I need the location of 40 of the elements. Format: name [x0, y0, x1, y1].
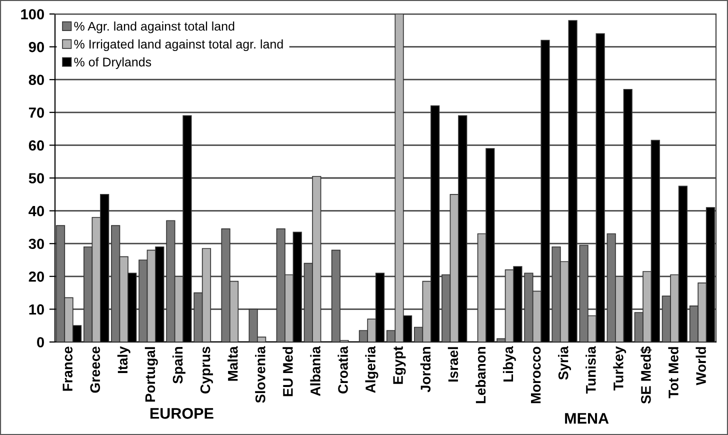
text: EUROPE — [150, 408, 214, 419]
y-tick-label: 30 — [28, 238, 44, 250]
x-tick-label: Syria — [558, 346, 571, 380]
x-tick-label: Tunisia — [586, 346, 596, 394]
legend-label: % of Drylands — [74, 57, 152, 69]
x-tick-label: EU Med — [282, 347, 293, 396]
x-tick-label: Malta — [228, 346, 238, 381]
x-tick-label: Israel — [448, 347, 458, 382]
x-tick-label: Tot Med — [668, 347, 678, 398]
y-tick-label: 70 — [28, 108, 44, 118]
y-tick-label: 40 — [28, 206, 44, 216]
x-tick-label: Cyprus — [200, 346, 213, 394]
x-tick-label: Lebanon — [475, 347, 486, 404]
y-tick-label: 10 — [29, 304, 44, 315]
y-tick-label: 0 — [37, 337, 44, 348]
x-tick-label: Portugal — [144, 347, 158, 402]
x-tick-label: Italy — [117, 346, 130, 374]
legend-label: % Agr. land against total land — [74, 22, 234, 34]
x-tick-label: Spain — [172, 347, 186, 384]
text: MENA — [565, 413, 609, 424]
x-tick-label: Algeria — [365, 346, 378, 393]
x-tick-label: Egypt — [393, 346, 406, 384]
x-tick-label: Slovenia — [255, 346, 266, 403]
x-tick-label: Croatia — [338, 346, 348, 394]
y-tick-label: 20 — [28, 272, 44, 282]
y-tick-label: 60 — [28, 140, 44, 151]
legend-label: % Irrigated land against total agr. land — [74, 39, 283, 52]
x-tick-label: France — [62, 346, 72, 391]
y-tick-label: 50 — [28, 173, 44, 184]
x-tick-label: SE Med$ — [640, 346, 652, 404]
x-tick-label: Libya — [502, 346, 516, 382]
y-tick-label: 100 — [21, 9, 44, 20]
x-tick-label: Greece — [90, 346, 100, 393]
x-tick-label: Morocco — [531, 346, 541, 404]
y-tick-label: 90 — [28, 42, 44, 52]
x-tick-label: World — [696, 347, 706, 386]
y-tick-label: 80 — [28, 74, 44, 86]
x-tick-label: Jordan — [420, 347, 431, 392]
x-tick-label: Turkey — [613, 346, 626, 391]
x-tick-label: Albania — [310, 346, 320, 396]
